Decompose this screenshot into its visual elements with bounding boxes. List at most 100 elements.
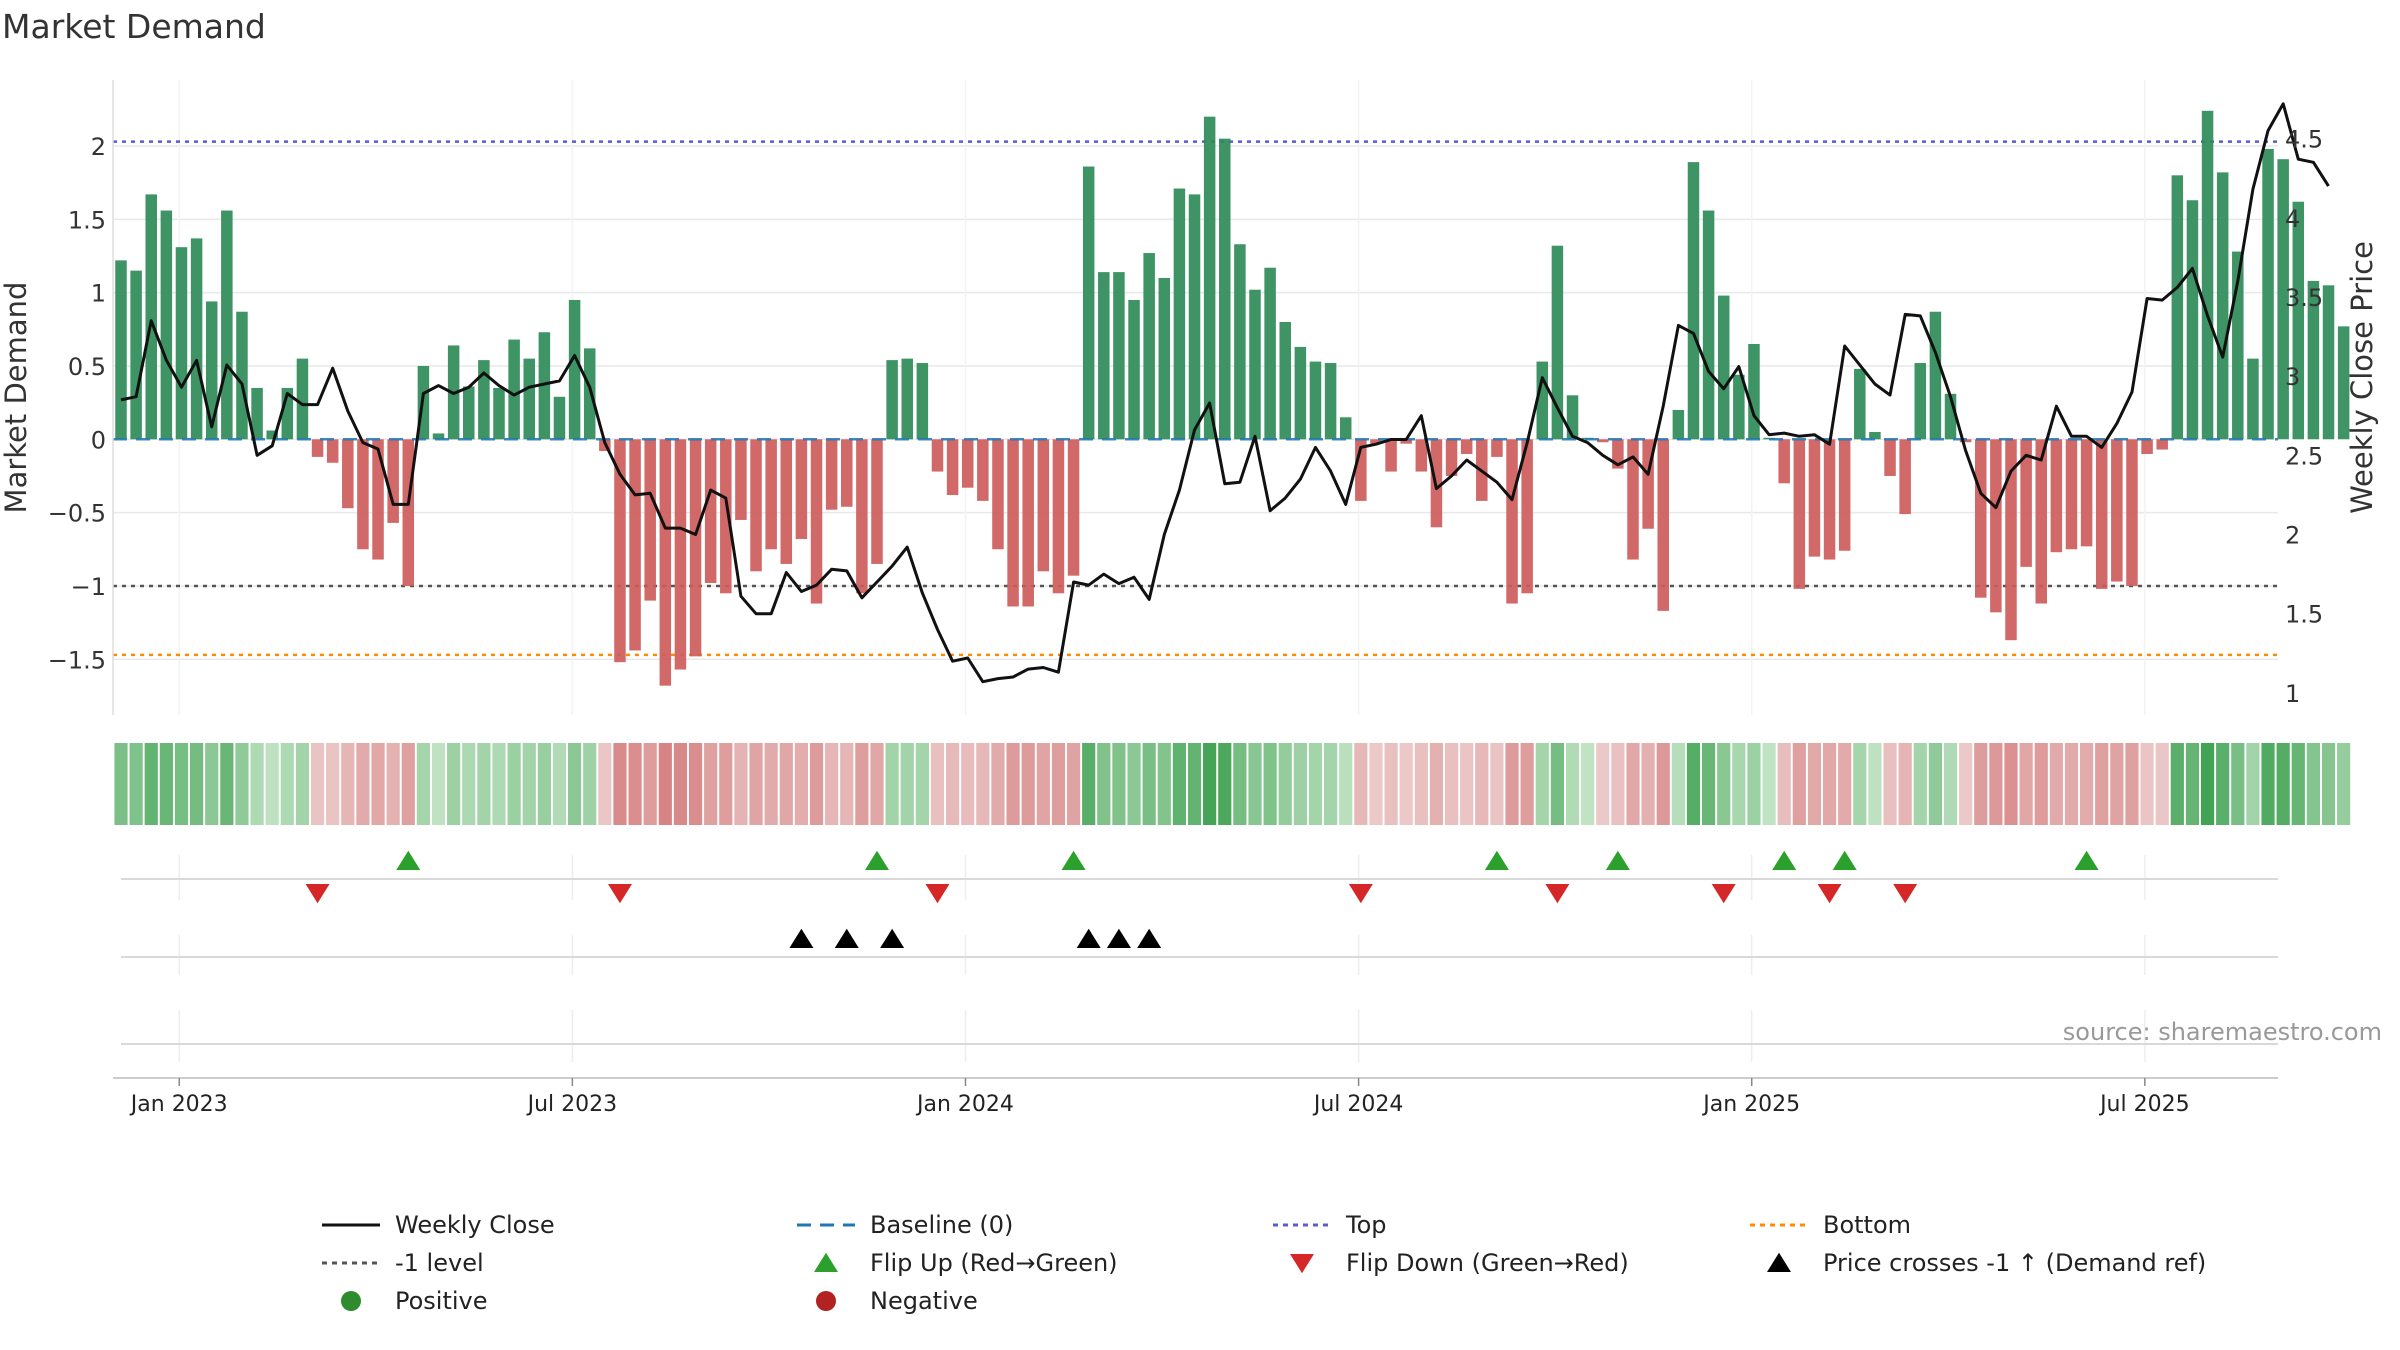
y-tick-label: 1.5 — [68, 206, 106, 234]
x-tick-label: Jul 2024 — [1312, 1092, 1404, 1117]
legend-label: Negative — [870, 1287, 978, 1315]
strip-cell — [749, 743, 763, 825]
strip-cell — [1460, 743, 1474, 825]
strip-cell — [2140, 743, 2154, 825]
strip-cell — [1157, 743, 1171, 825]
strip-cell — [1913, 743, 1927, 825]
strip-cell — [961, 743, 975, 825]
strip-cell — [1006, 743, 1020, 825]
strip-cell — [1233, 743, 1247, 825]
demand-bar — [236, 311, 248, 440]
legend-label: Flip Down (Green→Red) — [1346, 1249, 1629, 1277]
strip-cell — [1112, 743, 1126, 825]
demand-bar — [1687, 162, 1700, 440]
price-cross-marker — [1106, 928, 1131, 948]
demand-bar — [1324, 363, 1337, 440]
demand-bar — [2337, 326, 2350, 440]
y-tick-label: −1 — [71, 573, 106, 601]
demand-bar — [1203, 116, 1216, 440]
demand-bar — [1808, 439, 1821, 557]
demand-bar — [1717, 295, 1730, 440]
legend-item-top: Top — [1273, 1211, 1387, 1239]
strip-cell — [704, 743, 718, 825]
demand-bar — [130, 270, 142, 440]
strip-cell — [1565, 743, 1580, 825]
demand-bar — [795, 439, 808, 540]
demand-bar — [644, 439, 656, 601]
demand-bar — [780, 439, 793, 564]
price-cross-marker — [789, 928, 814, 948]
y2-tick-label: 4.5 — [2285, 126, 2323, 154]
demand-bar — [1309, 361, 1322, 440]
strip-cell — [1853, 743, 1867, 825]
demand-bar — [2080, 439, 2093, 547]
demand-bar — [1339, 417, 1352, 440]
flip-down-marker — [1348, 884, 1373, 904]
strip-cell — [265, 743, 279, 825]
flip-down-marker — [1545, 884, 1570, 904]
y-tick-label: 2 — [91, 133, 106, 161]
demand-bar — [523, 358, 535, 440]
demand-bar — [1793, 439, 1806, 589]
strip-cell — [643, 743, 657, 825]
strip-cell — [1656, 743, 1670, 825]
demand-bar — [1566, 395, 1579, 440]
axes: 2 1.5 1 0.5 0 −0.5 −1 −1.5 4.5 4 3.5 3 2.5 2 1.5 1 Marke… — [0, 80, 2379, 715]
demand-bar — [946, 439, 959, 496]
demand-bar — [1264, 267, 1276, 440]
strip-cell — [1308, 743, 1323, 825]
demand-bar — [2065, 439, 2078, 550]
strip-cell — [1550, 743, 1564, 825]
strip-cell — [2064, 743, 2079, 825]
flip-down-marker — [305, 884, 330, 904]
strip-cell — [2034, 743, 2048, 825]
strip-cell — [583, 743, 597, 825]
demand-bar — [2005, 439, 2017, 641]
demand-bar — [1370, 439, 1382, 444]
demand-bar — [1491, 439, 1503, 457]
demand-bar — [689, 439, 702, 657]
strip-cell — [2276, 743, 2290, 825]
strip-cell — [1097, 743, 1111, 825]
strip-cell — [2049, 743, 2063, 825]
legend-swatch — [814, 1252, 838, 1272]
demand-bar — [1914, 363, 1927, 440]
strip-cell — [2321, 743, 2336, 825]
strip-cell — [1293, 743, 1307, 825]
demand-bar — [871, 439, 883, 564]
demand-bar — [281, 387, 294, 440]
demand-bar — [674, 439, 687, 670]
demand-bar — [720, 439, 732, 594]
y-tick-label: −0.5 — [48, 500, 106, 528]
strip-cell — [1535, 743, 1549, 825]
demand-bar — [916, 363, 929, 440]
strip-cell — [1883, 743, 1897, 825]
strip-cell — [356, 743, 370, 825]
demand-bar — [1067, 439, 1080, 576]
weekly-close-line — [120, 102, 2330, 684]
strip-cell — [870, 743, 884, 825]
strip-cell — [2019, 743, 2033, 825]
strip-cell — [764, 743, 778, 825]
strip-cell — [1187, 743, 1202, 825]
demand-bar — [1551, 245, 1564, 440]
demand-bar — [372, 439, 384, 560]
strip-cell — [220, 743, 234, 825]
price-cross-marker — [1137, 928, 1162, 948]
demand-bar — [992, 439, 1004, 550]
strip-cell — [1777, 743, 1791, 825]
strip-cell — [1822, 743, 1837, 825]
demand-bar — [1415, 439, 1428, 472]
y-tick-label: −1.5 — [48, 646, 106, 674]
strip-cell — [522, 743, 536, 825]
bottom-panel: Jan 2023 Jul 2023 Jan 2024 Jul 2024 Jan 2025… — [113, 1010, 2278, 1117]
demand-bar — [1460, 439, 1473, 454]
strip-cell — [719, 743, 733, 825]
demand-bar — [145, 194, 157, 440]
demand-bar — [2247, 358, 2259, 440]
demand-bar — [1279, 321, 1291, 440]
flip-up-marker — [1484, 850, 1509, 870]
demand-bar — [402, 439, 415, 586]
strip-cell — [250, 743, 264, 825]
